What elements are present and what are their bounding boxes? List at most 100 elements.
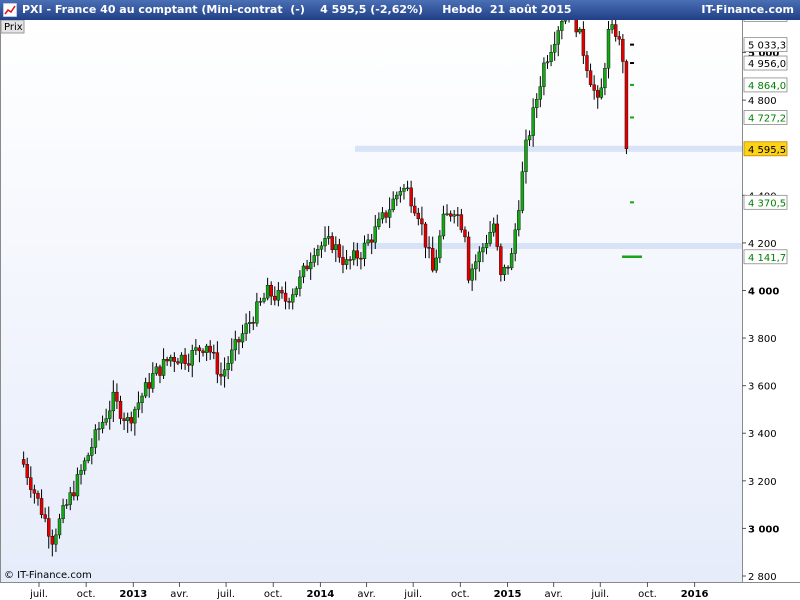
candle-body [366, 239, 370, 244]
x-tick-label: juil. [590, 589, 609, 600]
panel-label-box [0, 19, 25, 34]
candle-body [470, 268, 474, 281]
candle-body [330, 236, 334, 250]
candle-body [621, 39, 625, 62]
candle-body [560, 20, 564, 31]
candle-body [477, 251, 482, 263]
candle-body [265, 285, 270, 299]
price-tag-box [743, 249, 788, 265]
candle-body [585, 55, 589, 71]
candle-body [552, 43, 557, 53]
candle-body [380, 212, 385, 220]
candle-body [115, 391, 119, 402]
price-tag-box [743, 77, 788, 93]
candle-body [57, 518, 62, 536]
candle-body [405, 187, 410, 190]
candle-body [448, 213, 453, 217]
candle-body [606, 29, 611, 69]
candle-body [111, 391, 116, 412]
y-tick-label: 3 600 [748, 382, 777, 393]
candle-body [524, 139, 528, 172]
y-tick-label: 3 200 [748, 477, 777, 488]
candle-body [197, 347, 202, 352]
candle-body [409, 187, 413, 207]
candle-body [29, 477, 33, 490]
candle-body [219, 373, 223, 377]
candle-body [369, 239, 374, 243]
candle-body [215, 352, 220, 375]
price-tag-box [743, 110, 788, 125]
y-tick-label: 4 800 [748, 96, 777, 107]
candle-body [581, 28, 586, 56]
candle-body [190, 350, 194, 366]
candle-body [61, 505, 65, 519]
candle-body [452, 214, 456, 217]
candle-body [226, 363, 230, 370]
candle-body [169, 357, 173, 362]
x-tick-label: oct. [638, 589, 657, 600]
candles [21, 0, 629, 557]
x-tick-label: oct. [451, 589, 470, 600]
candle-body [323, 238, 327, 247]
support-band [355, 242, 742, 249]
candle-body [176, 361, 180, 364]
candle-body [377, 218, 381, 227]
candle-body [438, 235, 442, 259]
candle-body [373, 226, 377, 243]
candle-body [90, 447, 94, 456]
candle-body [301, 265, 306, 278]
candle-body [481, 247, 485, 253]
price-tag-label: 4 595,5 [748, 145, 786, 156]
candle-body [93, 429, 98, 448]
candle-body [416, 212, 421, 220]
window-title: PXI - France 40 au comptant (Mini-contra… [22, 3, 572, 16]
candle-body [230, 349, 234, 364]
candle-body [348, 259, 352, 261]
candle-body [308, 261, 313, 270]
candle-body [502, 266, 507, 275]
candle-body [237, 339, 241, 343]
candle-body [588, 70, 593, 85]
candle-body [491, 223, 496, 233]
candle-body [54, 534, 58, 545]
x-tick-label: oct. [77, 589, 96, 600]
price-tag-box [743, 55, 788, 71]
candle-body [341, 257, 345, 265]
candle-body [592, 84, 596, 91]
copyright-note: © IT-Finance.com [4, 570, 92, 581]
x-axis: juil. oct. 2013 avr. juil. oct. 2014 avr. juil. o… [29, 582, 709, 600]
price-tag-box [743, 194, 788, 210]
candle-body [269, 285, 273, 297]
candle-body [125, 417, 130, 421]
price-tag-label: 4 956,0 [748, 59, 786, 70]
candle-body [402, 188, 406, 192]
candle-body [47, 518, 51, 537]
candle-body [36, 493, 40, 499]
x-tick-label: 2016 [681, 589, 709, 600]
candle-body [549, 52, 553, 62]
candle-body [151, 373, 155, 389]
candle-body [158, 366, 162, 376]
candle-body [273, 295, 277, 301]
candle-body [194, 347, 198, 351]
price-tag-box [743, 141, 788, 157]
candle-body [362, 242, 367, 259]
candle-body [459, 214, 464, 231]
support-band [355, 145, 742, 152]
candle-body [384, 212, 388, 218]
price-tag-box [743, 37, 788, 53]
candle-body [255, 301, 259, 324]
y-tick-label: 4 200 [748, 239, 777, 250]
candle-body [395, 194, 399, 200]
candle-body [208, 345, 212, 353]
app-chart-icon [3, 3, 17, 17]
candle-body [603, 68, 607, 89]
candle-body [136, 402, 141, 410]
candle-body [222, 369, 227, 377]
candle-body [517, 210, 521, 231]
candle-body [578, 28, 582, 33]
candle-body [133, 409, 137, 424]
candle-body [531, 107, 535, 136]
candle-body [212, 351, 216, 354]
